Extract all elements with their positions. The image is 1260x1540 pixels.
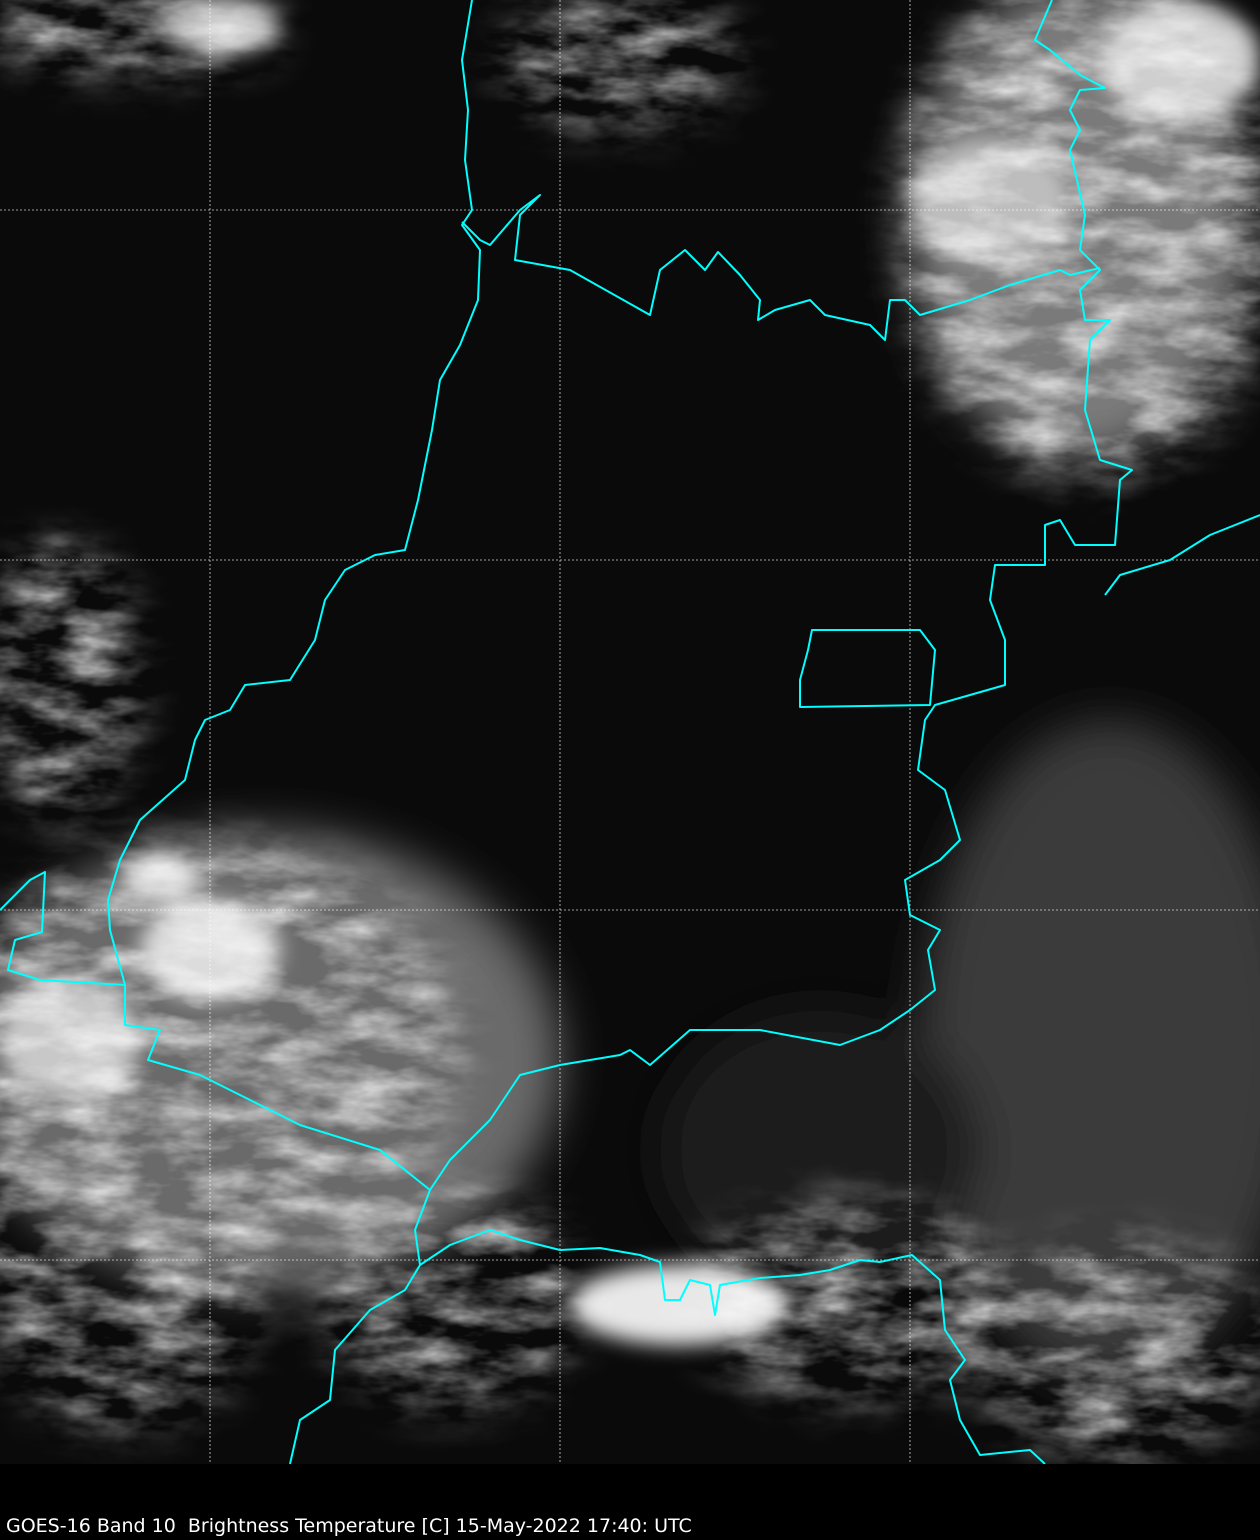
image-caption: GOES-16 Band 10 Brightness Temperature [… xyxy=(6,1515,692,1537)
border-west xyxy=(107,0,481,1464)
border-southwest xyxy=(0,871,126,986)
border-northeast xyxy=(1104,514,1260,596)
border-south xyxy=(419,1229,1046,1464)
border-east xyxy=(429,0,1133,1191)
gridlines xyxy=(0,0,1260,1464)
satellite-image-map xyxy=(0,0,1260,1464)
border-federal-district xyxy=(799,629,936,708)
border-north xyxy=(461,194,1101,341)
state-borders xyxy=(0,0,1260,1464)
